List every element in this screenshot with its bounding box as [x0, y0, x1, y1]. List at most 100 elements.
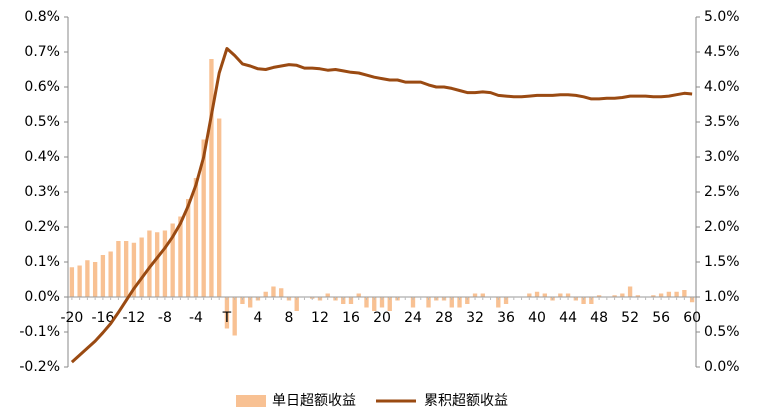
bar — [496, 297, 501, 308]
bar — [658, 293, 664, 297]
bar — [596, 295, 602, 297]
bar — [123, 241, 129, 297]
bar — [635, 295, 641, 297]
x-tick-label: -16 — [91, 310, 114, 326]
bar — [170, 223, 175, 297]
bar — [178, 216, 183, 297]
x-tick-label: 52 — [621, 310, 639, 326]
x-tick-label: 16 — [342, 310, 360, 326]
y-tick-label: 0.6% — [24, 79, 60, 95]
bar — [263, 291, 268, 297]
bar — [217, 118, 222, 297]
y2-tick-label: 1.5% — [704, 254, 740, 270]
bar — [589, 297, 594, 304]
x-tick-label: -4 — [189, 310, 203, 326]
bar — [426, 297, 431, 308]
bar — [503, 297, 509, 304]
y2-tick-label: 0.5% — [704, 324, 740, 340]
x-tick-label: -12 — [122, 310, 145, 326]
bar — [139, 237, 144, 297]
x-tick-label: 48 — [590, 310, 608, 326]
bar — [387, 297, 392, 311]
x-tick-label: 24 — [404, 310, 422, 326]
x-tick-label: 56 — [652, 310, 670, 326]
y2-tick-label: 0.0% — [704, 359, 740, 375]
y-tick-label: -0.2% — [19, 359, 60, 375]
bar — [356, 293, 361, 297]
bar — [612, 295, 617, 297]
x-tick-label: 28 — [435, 310, 453, 326]
bar — [527, 293, 532, 297]
y2-tick-label: 3.0% — [704, 149, 740, 165]
bar — [131, 242, 137, 297]
legend-label: 累积超额收益 — [424, 393, 508, 409]
x-tick-label: 40 — [528, 310, 546, 326]
bar — [581, 297, 586, 304]
y-tick-label: 0.5% — [24, 114, 60, 130]
x-tick-label: 44 — [559, 310, 577, 326]
y-tick-label: 0.8% — [24, 9, 60, 25]
bar — [682, 290, 687, 297]
y2-tick-label: 2.5% — [704, 184, 740, 200]
x-tick-label: 8 — [285, 310, 294, 326]
bar — [240, 297, 245, 304]
bar — [534, 291, 540, 297]
bar — [465, 297, 470, 304]
y2-tick-label: 4.5% — [704, 44, 740, 60]
x-tick-label: 12 — [311, 310, 329, 326]
bar — [449, 297, 454, 308]
bar — [201, 139, 206, 297]
bar — [279, 288, 284, 297]
bar — [232, 297, 237, 336]
bar — [147, 230, 152, 297]
bar — [248, 297, 253, 308]
x-tick-label: T — [222, 310, 232, 326]
y2-tick-label: 2.0% — [704, 219, 740, 235]
bar — [620, 293, 625, 297]
bar — [348, 297, 354, 304]
bar — [162, 230, 168, 297]
y2-tick-label: 1.0% — [704, 289, 740, 305]
bar — [472, 293, 478, 297]
line — [70, 47, 693, 364]
bar — [341, 297, 346, 304]
legend-swatch — [236, 395, 266, 407]
bar — [410, 297, 416, 308]
bar — [271, 286, 276, 297]
bar — [69, 267, 75, 297]
y-tick-label: 0.1% — [24, 254, 60, 270]
bar — [674, 291, 679, 297]
x-tick-label: 4 — [253, 310, 262, 326]
bar — [364, 297, 369, 308]
x-tick-label: -8 — [158, 310, 172, 326]
bar — [542, 293, 547, 297]
bar — [193, 178, 199, 297]
y-tick-label: -0.1% — [19, 324, 60, 340]
bar — [627, 286, 633, 297]
bar — [651, 295, 656, 297]
bar — [77, 265, 82, 297]
bar — [325, 293, 330, 297]
bar — [186, 199, 191, 297]
bar — [85, 260, 90, 297]
bar — [92, 262, 98, 297]
bar — [224, 297, 230, 329]
bar — [294, 297, 299, 311]
bar — [108, 251, 113, 297]
y-tick-label: 0.7% — [24, 44, 60, 60]
bar — [100, 255, 106, 297]
y-tick-label: 0.2% — [24, 219, 60, 235]
y-tick-label: 0.3% — [24, 184, 60, 200]
bar — [565, 293, 571, 297]
bar — [666, 291, 672, 297]
x-tick-label: 60 — [683, 310, 701, 326]
x-tick-label: 36 — [497, 310, 515, 326]
bar — [480, 293, 485, 297]
x-tick-label: 20 — [373, 310, 391, 326]
y2-tick-label: 4.0% — [704, 79, 740, 95]
legend-label: 单日超额收益 — [272, 393, 356, 409]
y-tick-label: 0.4% — [24, 149, 60, 165]
bar — [372, 297, 377, 311]
y2-tick-label: 3.5% — [704, 114, 740, 130]
